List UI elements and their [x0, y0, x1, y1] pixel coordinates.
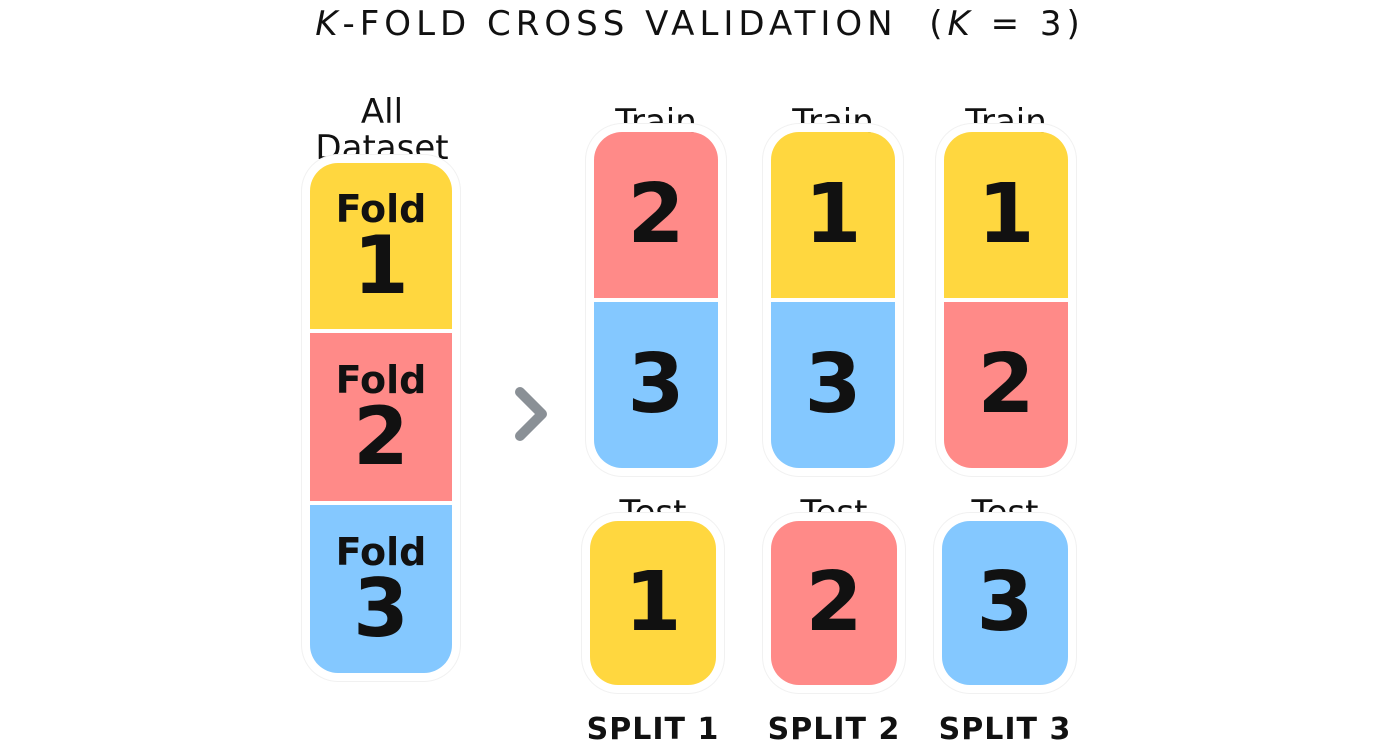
- split-3-test-number: 3: [976, 555, 1034, 650]
- split-3-train-fold-a: 1: [977, 167, 1035, 262]
- split-2-test-number: 2: [805, 555, 863, 650]
- split-2-train-fold: 1: [771, 132, 895, 302]
- fold-2-word: Fold: [335, 358, 427, 402]
- split-1-label: SPLIT 1: [586, 712, 720, 747]
- split-2-test-stack: 2: [771, 521, 897, 685]
- fold-1-number: 1: [353, 219, 409, 312]
- fold-3-number: 3: [353, 562, 409, 655]
- split-1-train-stack: 2 3: [594, 132, 718, 468]
- split-2-train-stack: 1 3: [771, 132, 895, 468]
- split-1-test-fold: 1: [590, 521, 716, 685]
- split-1-train-fold-a: 2: [627, 167, 685, 262]
- split-3-train-fold: 2: [944, 302, 1068, 468]
- split-1-train-fold: 3: [594, 302, 718, 468]
- all-dataset-stack: Fold 1 Fold 2 Fold 3: [310, 163, 452, 673]
- split-3-test-stack: 3: [942, 521, 1068, 685]
- fold-2-block: Fold 2: [310, 333, 452, 505]
- split-1-train-fold: 2: [594, 132, 718, 302]
- split-3-train-stack: 1 2: [944, 132, 1068, 468]
- chevron-right-icon: [512, 384, 552, 448]
- split-3-label: SPLIT 3: [938, 712, 1072, 747]
- title-text: -FOLD CROSS VALIDATION: [342, 4, 898, 44]
- page-title: K-FOLD CROSS VALIDATION (K = 3): [0, 4, 1400, 44]
- all-dataset-label-line2: Dataset: [315, 128, 449, 168]
- split-1-test-number: 1: [624, 555, 682, 650]
- title-k2: K: [947, 4, 975, 44]
- fold-1-block: Fold 1: [310, 163, 452, 333]
- split-2-train-fold-a: 1: [804, 167, 862, 262]
- split-2-label: SPLIT 2: [767, 712, 901, 747]
- fold-2-number: 2: [353, 390, 409, 483]
- title-paren: (: [929, 4, 948, 44]
- split-2-train-fold-b: 3: [804, 337, 862, 432]
- split-1-test-stack: 1: [590, 521, 716, 685]
- split-3-train-fold: 1: [944, 132, 1068, 302]
- fold-3-block: Fold 3: [310, 505, 452, 673]
- split-2-train-fold: 3: [771, 302, 895, 468]
- fold-1-word: Fold: [335, 187, 427, 231]
- all-dataset-label: All Dataset: [310, 94, 454, 166]
- title-paren-rest: = 3): [974, 4, 1085, 44]
- split-1-train-fold-b: 3: [627, 337, 685, 432]
- split-2-test-fold: 2: [771, 521, 897, 685]
- split-3-test-fold: 3: [942, 521, 1068, 685]
- split-3-train-fold-b: 2: [977, 337, 1035, 432]
- title-k: K: [315, 4, 343, 44]
- all-dataset-label-line1: All: [360, 92, 404, 132]
- fold-3-word: Fold: [335, 530, 427, 574]
